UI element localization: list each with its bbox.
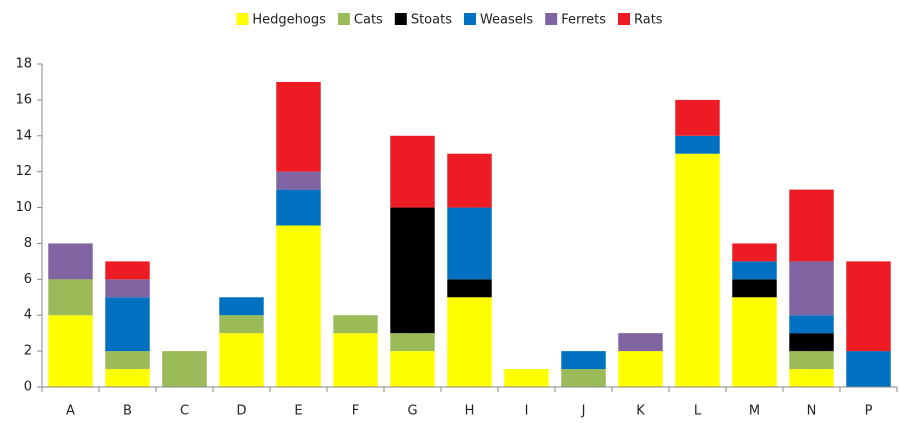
bar-segment <box>732 279 777 298</box>
legend-label: Ferrets <box>561 13 606 28</box>
x-tick-label: A <box>66 404 75 419</box>
bar-segment <box>48 243 93 280</box>
bar-segment <box>48 315 93 387</box>
bar-segment <box>105 351 150 370</box>
x-tick-label: E <box>294 404 302 419</box>
bar-segment <box>675 99 720 136</box>
bar-segment <box>390 333 435 352</box>
bar-segment <box>732 261 777 280</box>
bar-segment <box>162 351 207 387</box>
bar-segment <box>447 207 492 280</box>
y-tick-label: 18 <box>15 57 32 72</box>
bar-segment <box>276 189 321 226</box>
bar-segment <box>789 315 834 334</box>
legend-label: Cats <box>354 13 383 28</box>
bar-segment <box>732 243 777 262</box>
bar-segment <box>447 153 492 208</box>
x-tick-label: F <box>352 404 359 419</box>
bar-segment <box>789 261 834 316</box>
bar-segment <box>789 351 834 370</box>
bar-segment <box>732 297 777 387</box>
x-tick-label: N <box>807 404 817 419</box>
bar-segment <box>618 351 663 387</box>
bar-segment <box>789 333 834 352</box>
bar-segment <box>618 333 663 352</box>
legend-swatch <box>463 13 476 25</box>
bar-segment <box>105 297 150 352</box>
y-tick-label: 10 <box>15 200 32 215</box>
bar-segment <box>390 135 435 208</box>
bar-segment <box>675 135 720 154</box>
y-tick-label: 14 <box>15 128 32 143</box>
y-tick-label: 0 <box>24 380 32 395</box>
bar-segment <box>333 315 378 334</box>
y-tick-label: 12 <box>15 164 32 179</box>
x-tick-label: P <box>865 404 873 419</box>
y-tick-label: 8 <box>24 236 32 251</box>
y-tick-label: 6 <box>24 272 32 287</box>
bar-segment <box>219 333 264 387</box>
x-tick-label: L <box>694 404 702 419</box>
legend-swatch <box>394 13 407 25</box>
x-tick-label: C <box>180 404 189 419</box>
bar-segment <box>48 279 93 316</box>
bar-segment <box>333 333 378 387</box>
bar-segment <box>105 279 150 298</box>
bar-segment <box>561 369 606 387</box>
bar-segment <box>675 153 720 387</box>
x-tick-label: B <box>123 404 132 419</box>
bar-segment <box>789 189 834 262</box>
bar-segment <box>447 279 492 298</box>
legend-swatch <box>618 13 630 25</box>
x-tick-label: H <box>465 404 475 419</box>
bar-segment <box>504 369 549 387</box>
x-tick-label: D <box>236 404 246 419</box>
legend-swatch <box>236 13 249 25</box>
legend-label: Rats <box>634 13 663 28</box>
legend-label: Stoats <box>411 13 452 28</box>
bar-segment <box>561 351 606 370</box>
bar-segment <box>276 225 321 387</box>
y-tick-label: 4 <box>24 308 32 323</box>
bar-segment <box>390 207 435 334</box>
x-tick-label: G <box>407 404 417 419</box>
legend-swatch <box>337 13 350 25</box>
y-tick-label: 16 <box>15 92 32 107</box>
y-tick-label: 2 <box>24 344 32 359</box>
bar-segment <box>105 261 150 280</box>
bar-segment <box>219 315 264 334</box>
x-tick-label: M <box>749 404 760 419</box>
legend-swatch <box>545 13 558 25</box>
x-tick-label: I <box>525 404 529 419</box>
legend-label: Hedgehogs <box>252 13 326 28</box>
legend-label: Weasels <box>480 13 533 28</box>
bar-segment <box>846 351 891 387</box>
bar-segment <box>390 351 435 387</box>
bar-segment <box>846 261 891 352</box>
x-tick-label: J <box>581 404 586 419</box>
bar-segment <box>789 369 834 387</box>
bar-segment <box>276 81 321 172</box>
bar-segment <box>276 171 321 190</box>
bar-segment <box>447 297 492 387</box>
bar-segment <box>219 297 264 316</box>
bar-segment <box>105 369 150 387</box>
x-tick-label: K <box>636 404 645 419</box>
